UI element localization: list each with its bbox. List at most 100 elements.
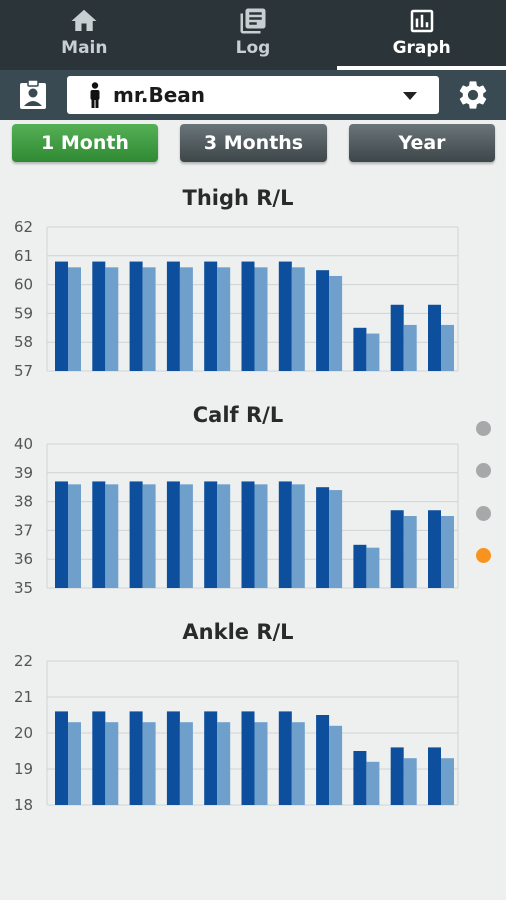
bar-right bbox=[316, 487, 330, 588]
bar-right bbox=[428, 510, 441, 588]
y-tick-label: 57 bbox=[14, 362, 33, 380]
bar-left bbox=[142, 484, 156, 588]
bar-left bbox=[254, 722, 268, 805]
home-icon bbox=[71, 9, 97, 31]
bar-right bbox=[278, 711, 292, 805]
period-year-button[interactable]: Year bbox=[349, 124, 495, 162]
y-tick-label: 58 bbox=[14, 333, 33, 351]
page-dot[interactable] bbox=[476, 547, 491, 563]
chart-thigh: 62 61 60 59 58 57 bbox=[14, 218, 459, 380]
bar-left bbox=[217, 267, 231, 371]
y-tick-label: 20 bbox=[14, 724, 33, 742]
bar-right bbox=[278, 481, 292, 588]
bar-right bbox=[316, 270, 330, 371]
bar-right bbox=[278, 261, 292, 371]
tab-graph-label: Graph bbox=[392, 38, 451, 58]
chevron-down-icon bbox=[403, 92, 417, 100]
bar-left bbox=[441, 758, 454, 805]
bar-right bbox=[204, 261, 218, 371]
bar-left bbox=[441, 516, 454, 588]
bar-right bbox=[92, 481, 106, 588]
bar-right bbox=[241, 481, 255, 588]
bar-right bbox=[204, 481, 218, 588]
y-tick-label: 19 bbox=[14, 760, 33, 778]
bar-right bbox=[92, 261, 106, 371]
bar-left bbox=[329, 275, 343, 371]
y-tick-label: 37 bbox=[14, 521, 33, 539]
bar-right bbox=[390, 304, 404, 371]
bar-right bbox=[241, 261, 255, 371]
bar-right bbox=[390, 510, 404, 588]
chart-title-ankle: Ankle R/L bbox=[182, 620, 294, 644]
bar-left bbox=[68, 267, 81, 371]
bar-left bbox=[366, 761, 380, 805]
chart-title-calf: Calf R/L bbox=[192, 403, 284, 427]
bar-right bbox=[353, 751, 367, 805]
bar-left bbox=[142, 722, 156, 805]
bar-left bbox=[142, 267, 156, 371]
person-icon bbox=[90, 82, 100, 108]
bar-left bbox=[217, 484, 231, 588]
period-1-month-button[interactable]: 1 Month bbox=[12, 124, 158, 162]
y-tick-label: 62 bbox=[14, 218, 33, 236]
page-dot[interactable] bbox=[476, 463, 491, 479]
user-dropdown[interactable]: mr.Bean bbox=[67, 76, 439, 114]
bar-left bbox=[254, 484, 268, 588]
bar-right bbox=[428, 304, 441, 371]
y-tick-label: 60 bbox=[14, 276, 33, 294]
tab-graph[interactable]: Graph bbox=[337, 0, 506, 70]
bar-left bbox=[366, 547, 380, 588]
bar-left bbox=[179, 267, 193, 371]
bar-left bbox=[68, 722, 81, 805]
log-icon bbox=[240, 8, 266, 34]
period-3-months-button[interactable]: 3 Months bbox=[180, 124, 327, 162]
selected-user-name: mr.Bean bbox=[113, 83, 205, 107]
user-profile-button[interactable] bbox=[16, 79, 50, 111]
bar-left bbox=[217, 722, 231, 805]
bar-right bbox=[92, 711, 106, 805]
page-dot[interactable] bbox=[476, 505, 491, 521]
y-tick-label: 36 bbox=[14, 550, 33, 568]
bar-right bbox=[428, 747, 441, 805]
y-tick-label: 38 bbox=[14, 493, 33, 511]
tab-log[interactable]: Log bbox=[169, 0, 338, 70]
bar-right bbox=[390, 747, 404, 805]
bar-right bbox=[129, 711, 143, 805]
bar-right bbox=[129, 261, 143, 371]
tab-log-label: Log bbox=[235, 38, 271, 58]
graph-icon bbox=[410, 9, 433, 33]
bar-right bbox=[353, 327, 367, 371]
bar-left bbox=[329, 490, 343, 588]
user-bar: mr.Bean bbox=[0, 70, 506, 120]
page-dot[interactable] bbox=[476, 421, 491, 436]
y-tick-label: 61 bbox=[14, 247, 33, 265]
bar-right bbox=[55, 711, 68, 805]
bar-right bbox=[55, 481, 68, 588]
bar-left bbox=[105, 267, 119, 371]
bar-left bbox=[403, 324, 417, 371]
user-badge-icon bbox=[20, 80, 46, 109]
bar-left bbox=[179, 484, 193, 588]
chart-ankle: 22 21 20 19 18 bbox=[14, 652, 459, 814]
bar-right bbox=[166, 711, 180, 805]
bar-right bbox=[241, 711, 255, 805]
y-tick-label: 21 bbox=[14, 688, 33, 706]
y-tick-label: 40 bbox=[14, 435, 33, 453]
bar-left bbox=[291, 722, 305, 805]
bar-left bbox=[403, 758, 417, 805]
bar-right bbox=[166, 481, 180, 588]
top-navigation: Main Log Graph bbox=[0, 0, 506, 70]
tab-main[interactable]: Main bbox=[0, 0, 169, 70]
bar-right bbox=[166, 261, 180, 371]
bar-right bbox=[129, 481, 143, 588]
bar-right bbox=[316, 715, 330, 805]
y-tick-label: 59 bbox=[14, 304, 33, 322]
bar-left bbox=[105, 484, 119, 588]
bar-right bbox=[353, 544, 367, 588]
bar-left bbox=[68, 484, 81, 588]
bar-left bbox=[329, 725, 343, 805]
bar-left bbox=[441, 324, 454, 371]
bar-left bbox=[179, 722, 193, 805]
bar-right bbox=[204, 711, 218, 805]
gear-icon[interactable] bbox=[456, 78, 490, 112]
